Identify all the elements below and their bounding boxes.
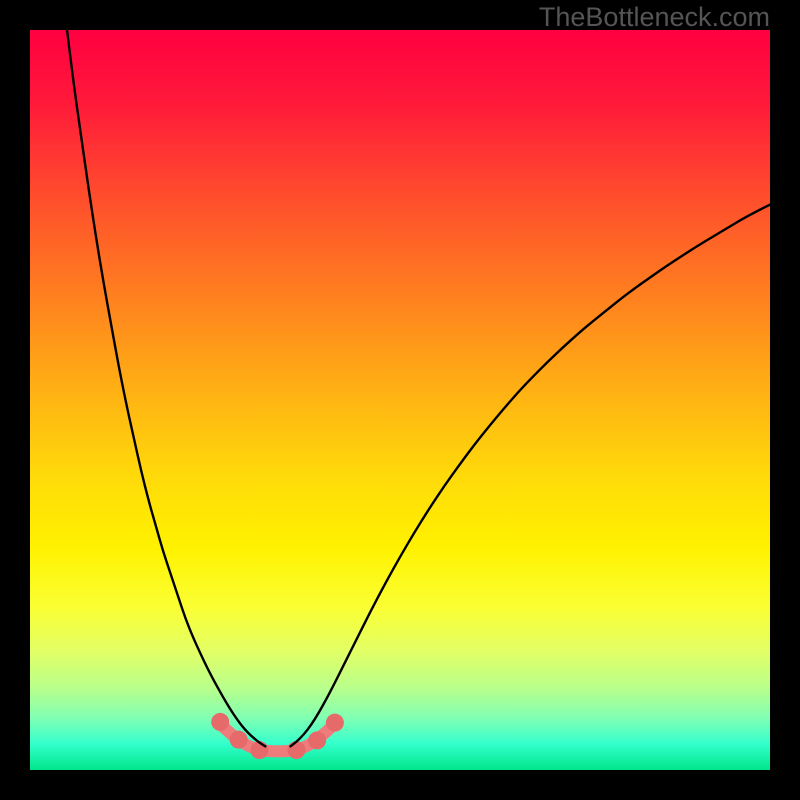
curve-layer [30, 30, 770, 770]
plot-area [30, 30, 770, 770]
bead-dot [230, 731, 248, 749]
bead-dot [326, 714, 344, 732]
bead-dot [211, 713, 229, 731]
bead-dot [287, 741, 305, 759]
chart-frame: TheBottleneck.com [0, 0, 800, 800]
curve-right-branch [290, 205, 770, 747]
curve-left-branch [67, 30, 265, 746]
watermark-text: TheBottleneck.com [539, 2, 770, 33]
bead-dot [308, 731, 326, 749]
